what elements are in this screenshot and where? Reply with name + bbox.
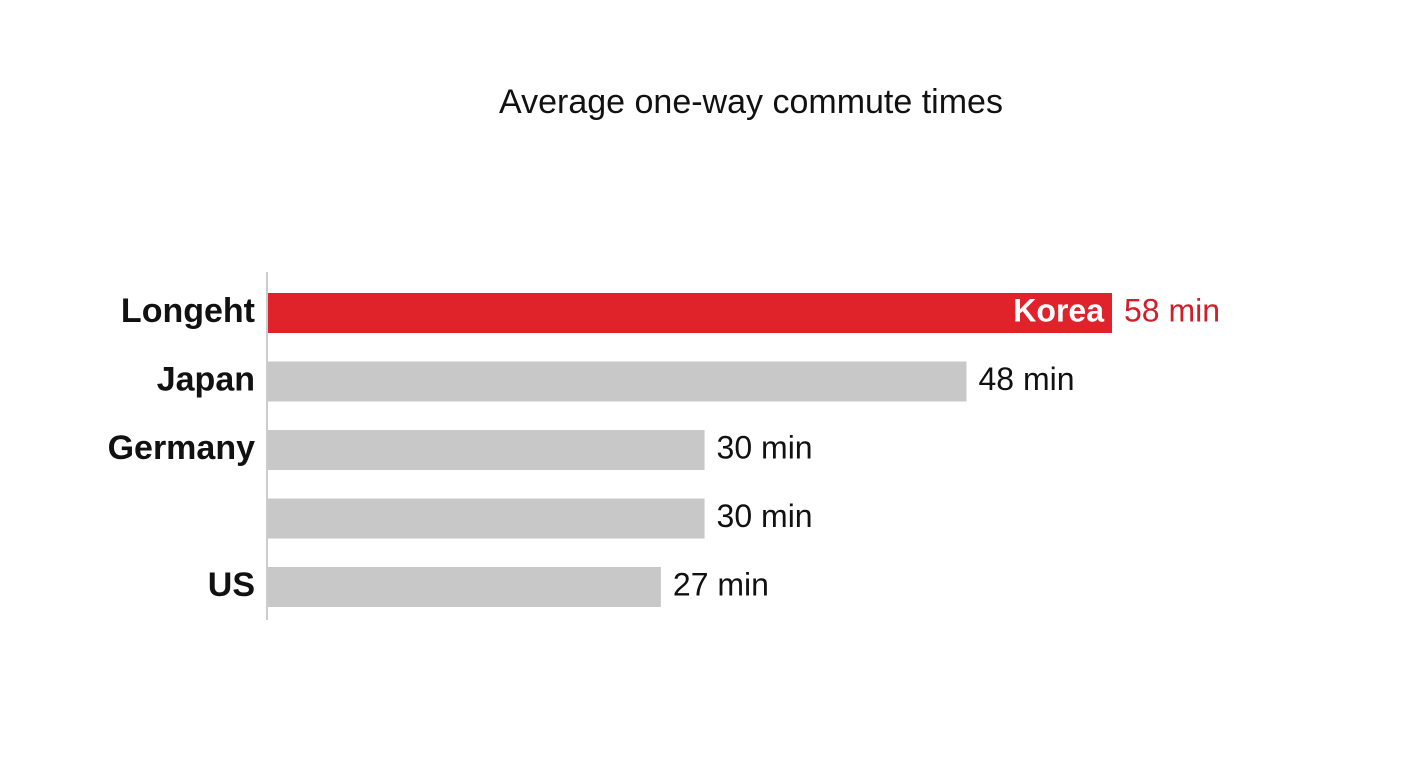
category-label: Germany bbox=[108, 429, 255, 467]
category-label: Longeht bbox=[121, 292, 255, 330]
bar bbox=[268, 361, 967, 402]
value-label: 30 min bbox=[717, 498, 813, 534]
inner-label: Korea bbox=[1013, 292, 1104, 328]
category-label: Japan bbox=[157, 360, 255, 398]
value-label: 27 min bbox=[673, 566, 769, 602]
chart-title: Average one-way commute times bbox=[499, 83, 1003, 121]
value-label: 58 min bbox=[1124, 292, 1220, 328]
bar bbox=[268, 293, 1112, 333]
bar bbox=[268, 498, 705, 539]
value-label: 48 min bbox=[978, 361, 1074, 397]
bar bbox=[268, 567, 661, 607]
category-label: US bbox=[208, 566, 255, 604]
bar bbox=[268, 430, 705, 470]
value-label: 30 min bbox=[717, 429, 813, 465]
